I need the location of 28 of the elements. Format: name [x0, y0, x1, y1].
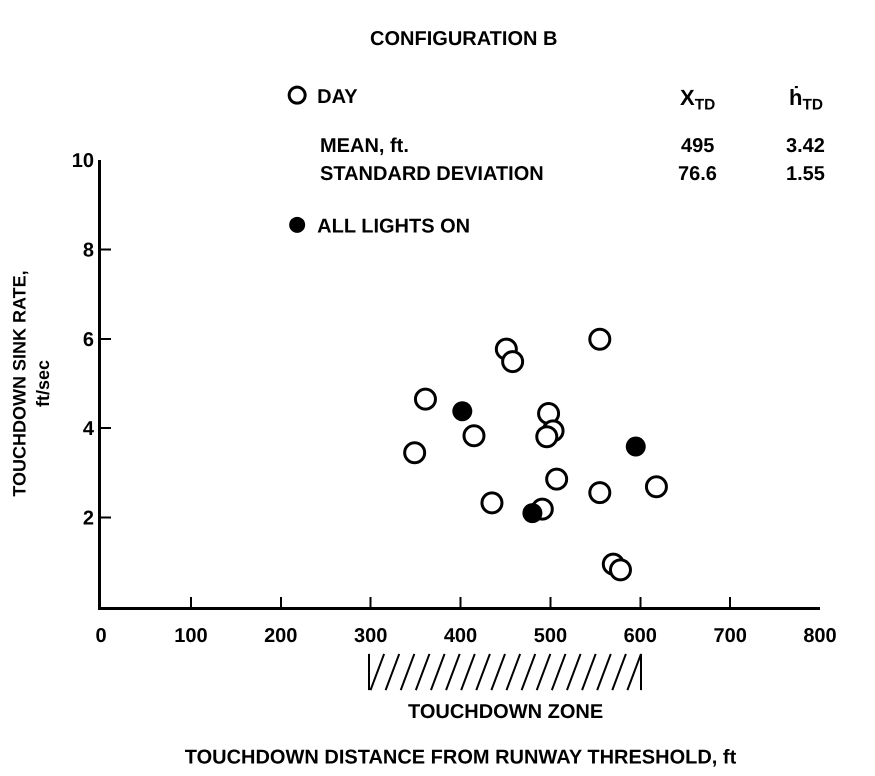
x-tick-label: 200 — [264, 625, 298, 647]
x-tick-label: 0 — [95, 625, 107, 647]
text: 3.42 — [786, 135, 825, 157]
y-tick-label: 10 — [72, 150, 94, 172]
y-tick-label: 8 — [82, 239, 94, 262]
y-tick-label: 4 — [82, 418, 95, 440]
x-tick-label: 800 — [803, 625, 837, 647]
x-axis-title: TOUCHDOWN DISTANCE FROM RUNWAY THRESHOLD, ft — [184, 746, 737, 768]
text: MEAN, ft. — [320, 135, 409, 157]
text: ḣ$_{TD}$ — [789, 85, 823, 114]
x-tick-label: 700 — [713, 625, 747, 647]
legend-label: DAY — [317, 86, 358, 108]
annotation: 76.6 — [678, 163, 717, 185]
y-axis-title: TOUCHDOWN SINK RATE, ft/sec — [10, 270, 53, 497]
annotation: STANDARD DEVIATION — [320, 163, 544, 185]
text: 495 — [681, 135, 714, 157]
text: TOUCHDOWN ZONE — [408, 701, 604, 723]
y-tick-label: 2 — [82, 508, 94, 530]
text: X$_{TD}$ — [680, 85, 716, 114]
x-tick-label: 400 — [444, 625, 478, 647]
legend-label: ALL LIGHTS ON — [317, 216, 470, 238]
chart-title: CONFIGURATION B — [370, 28, 558, 50]
x-tick-label: 300 — [354, 625, 388, 647]
y-tick-label: 6 — [82, 328, 94, 351]
x-tick-label: 500 — [534, 625, 568, 647]
x-tick-label: 600 — [624, 625, 657, 647]
x-tick-label: 100 — [174, 625, 208, 647]
annotation: 1.55 — [786, 163, 825, 185]
